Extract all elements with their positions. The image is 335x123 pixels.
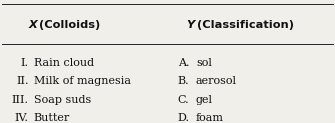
Text: III.: III. <box>11 95 28 105</box>
Text: A.: A. <box>178 58 189 68</box>
Text: Milk of magnesia: Milk of magnesia <box>34 76 131 86</box>
Text: foam: foam <box>196 113 224 123</box>
Text: Y: Y <box>186 20 194 30</box>
Text: gel: gel <box>196 95 213 105</box>
Text: (Colloids): (Colloids) <box>35 20 100 30</box>
Text: B.: B. <box>178 76 189 86</box>
Text: II.: II. <box>16 76 28 86</box>
Text: (Classification): (Classification) <box>193 20 293 30</box>
Text: sol: sol <box>196 58 212 68</box>
Text: aerosol: aerosol <box>196 76 237 86</box>
Text: IV.: IV. <box>14 113 28 123</box>
Text: Rain cloud: Rain cloud <box>34 58 93 68</box>
Text: D.: D. <box>177 113 189 123</box>
Text: I.: I. <box>20 58 28 68</box>
Text: Butter: Butter <box>34 113 70 123</box>
Text: Soap suds: Soap suds <box>34 95 91 105</box>
Text: X: X <box>28 20 37 30</box>
Text: C.: C. <box>178 95 189 105</box>
